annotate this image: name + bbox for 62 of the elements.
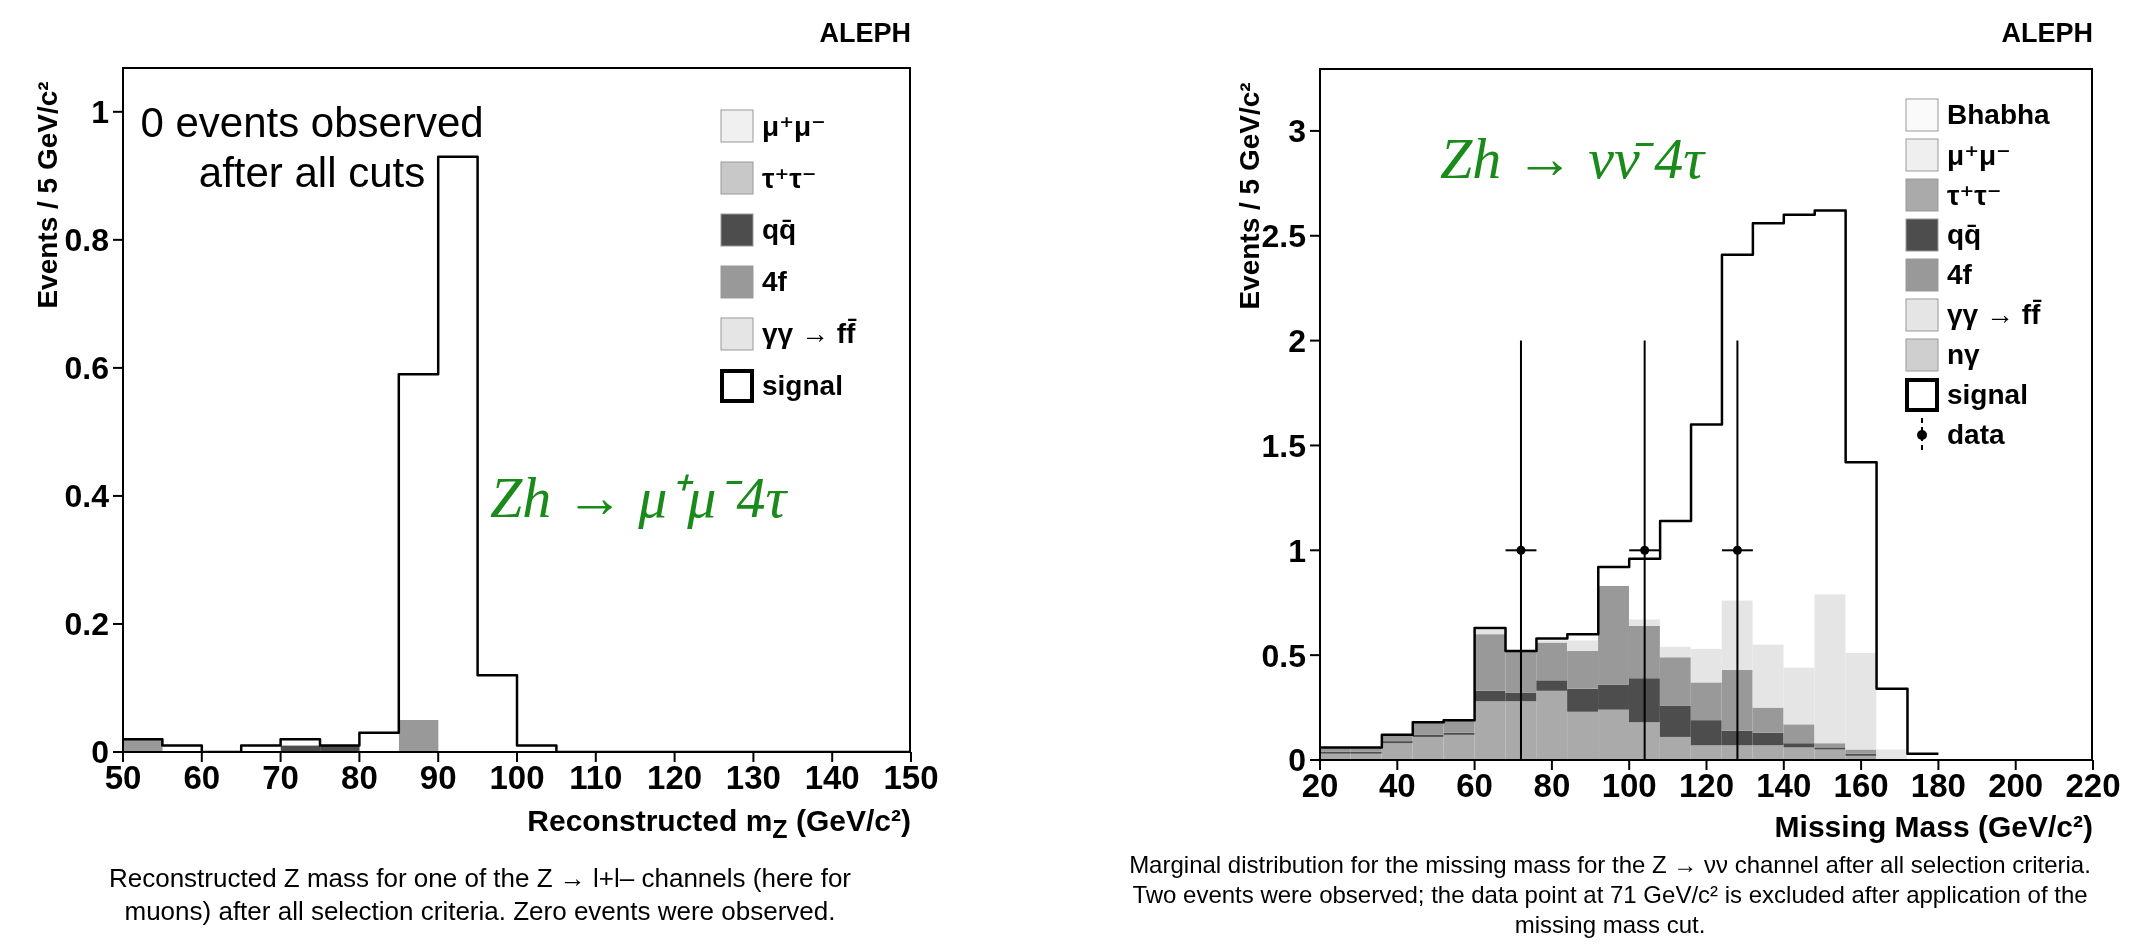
y-tick-label: 1 xyxy=(91,94,109,131)
legend-label: signal xyxy=(762,370,843,402)
legend-label: Bhabha xyxy=(1947,99,2050,131)
y-tick-label: 1 xyxy=(1288,532,1306,569)
x-tick-label: 160 xyxy=(1833,767,1889,805)
x-tick-label: 40 xyxy=(1378,767,1416,805)
x-axis-title: Reconstructed m$_{Z}$ (GeV/c²) xyxy=(527,804,911,843)
y-tick-label: 2 xyxy=(1288,322,1306,359)
x-tick-label: 60 xyxy=(183,759,221,797)
text: Marginal distribution for the missing mass for the Z → νν channel after all selection criteria. Two events were observed; the data point at 71 GeV/c² is excluded after application of the missing mass cut. xyxy=(1129,851,2091,938)
y-tick-label: 0.2 xyxy=(64,606,109,643)
bar xyxy=(1381,741,1413,744)
legend-label: τ⁺τ⁻ xyxy=(1947,178,2002,212)
x-tick-label: 140 xyxy=(804,759,860,797)
legend-label: 4f xyxy=(1947,259,1972,291)
x-tick-label: 80 xyxy=(341,759,378,797)
legend-label: γγ → ff̄ xyxy=(762,318,856,350)
text: ALEPH xyxy=(819,18,911,48)
legend-label: μ⁺μ⁻ xyxy=(762,109,826,143)
y-tick-label: 3 xyxy=(1288,113,1306,150)
y-tick-label: 0.4 xyxy=(64,478,110,515)
x-tick-label: 60 xyxy=(1456,767,1493,805)
x-tick-label: 110 xyxy=(569,759,623,797)
x-tick-label: 80 xyxy=(1533,767,1571,805)
bar xyxy=(1443,732,1475,735)
y-tick-label: 0.8 xyxy=(64,222,109,259)
legend-label: 4f xyxy=(762,266,787,298)
bar xyxy=(1845,753,1877,756)
legend-label: μ⁺μ⁻ xyxy=(1947,138,2011,172)
x-tick-label: 120 xyxy=(1678,767,1735,805)
bar xyxy=(1845,749,1877,754)
x-tick-label: 220 xyxy=(2065,767,2121,805)
x-tick-label: 100 xyxy=(489,759,545,797)
x-tick-label: 150 xyxy=(883,759,939,797)
y-tick-label: 1.5 xyxy=(1261,427,1306,464)
x-tick-label: 130 xyxy=(725,759,781,797)
text: ALEPH xyxy=(2001,18,2093,48)
legend-label: nγ xyxy=(1947,339,1980,371)
text: Reconstructed Z mass for one of the Z → l+l– channels (here for muons) after all selection criteria. Zero events were observed. xyxy=(108,863,852,926)
legend-label: qq̄ xyxy=(1947,219,1982,251)
x-tick-label: 140 xyxy=(1756,767,1812,805)
x-tick-label: 90 xyxy=(419,759,457,797)
annotation: 0 events observed after all cuts xyxy=(140,99,484,196)
x-tick-label: 200 xyxy=(1988,767,2044,805)
annotation: Zh → νν̄ 4τ xyxy=(1440,126,1705,191)
bar xyxy=(1814,743,1846,748)
x-tick-label: 120 xyxy=(647,759,703,797)
legend-label: data xyxy=(1947,419,2005,451)
annotation: Zh → μ⁺μ⁻4τ xyxy=(490,465,787,530)
legend-label: γγ → ff̄ xyxy=(1947,299,2041,331)
legend-label: τ⁺τ⁻ xyxy=(762,161,817,195)
y-tick-label: 0.6 xyxy=(64,350,109,387)
x-tick-label: 70 xyxy=(262,759,299,797)
legend-label: qq̄ xyxy=(762,214,797,246)
y-axis-title: Events / 5 GeV/c² xyxy=(32,81,63,309)
bar xyxy=(1814,747,1846,750)
x-axis-title: Missing Mass (GeV/c²) xyxy=(1774,810,2093,843)
x-tick-label: 180 xyxy=(1910,767,1966,805)
legend-label: signal xyxy=(1947,379,2028,411)
y-tick-label: 0.5 xyxy=(1261,637,1306,674)
x-tick-label: 100 xyxy=(1601,767,1657,805)
bar xyxy=(1412,734,1444,737)
